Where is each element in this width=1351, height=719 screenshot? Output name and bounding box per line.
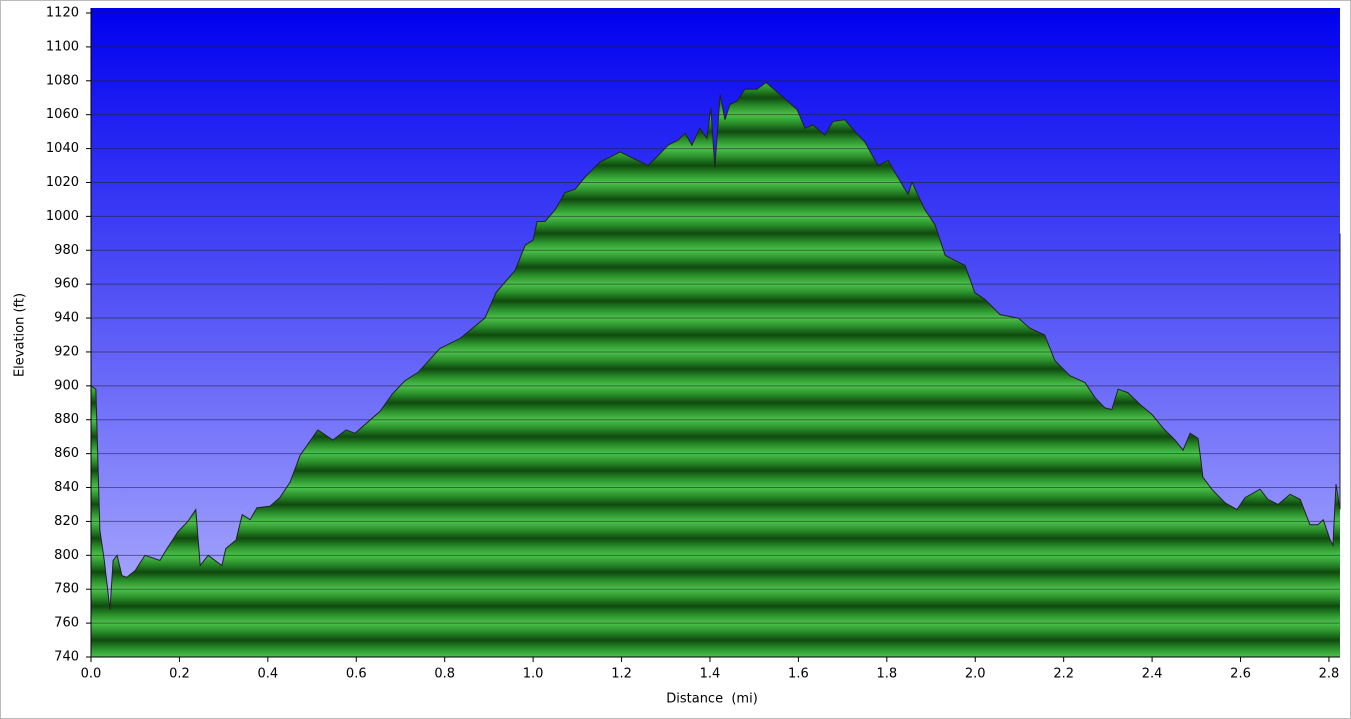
x-tick-label: 0.4 — [258, 667, 279, 682]
y-tick-label: 1000 — [46, 209, 79, 224]
y-tick-label: 940 — [54, 311, 79, 326]
y-tick-label: 880 — [54, 412, 79, 427]
y-tick-label: 1120 — [46, 6, 79, 21]
y-tick-label: 1040 — [46, 141, 79, 156]
y-tick-label: 1100 — [46, 39, 79, 54]
x-tick-label: 0.2 — [169, 667, 190, 682]
y-tick-label: 840 — [54, 480, 79, 495]
x-tick-label: 0.8 — [434, 667, 455, 682]
x-tick-label: 2.4 — [1142, 667, 1163, 682]
y-tick-label: 920 — [54, 344, 79, 359]
y-tick-label: 760 — [54, 616, 79, 631]
y-tick-label: 780 — [54, 582, 79, 597]
y-tick-label: 820 — [54, 514, 79, 529]
x-tick-label: 1.8 — [876, 667, 897, 682]
x-tick-label: 1.2 — [611, 667, 632, 682]
x-tick-label: 0.6 — [346, 667, 367, 682]
x-tick-label: 0.0 — [81, 667, 102, 682]
y-tick-label: 800 — [54, 548, 79, 563]
y-tick-label: 960 — [54, 277, 79, 292]
x-tick-label: 1.0 — [523, 667, 544, 682]
x-tick-label: 2.8 — [1319, 667, 1340, 682]
x-tick-label: 2.2 — [1053, 667, 1074, 682]
x-axis-label: Distance (mi) — [666, 692, 758, 707]
y-tick-label: 900 — [54, 378, 79, 393]
y-tick-label: 1060 — [46, 107, 79, 122]
y-tick-label: 740 — [54, 650, 79, 665]
x-tick-label: 2.0 — [965, 667, 986, 682]
y-tick-label: 860 — [54, 446, 79, 461]
y-axis-label: Elevation (ft) — [13, 293, 28, 377]
x-tick-label: 2.6 — [1230, 667, 1251, 682]
y-tick-label: 980 — [54, 243, 79, 258]
elevation-area — [90, 81, 1341, 610]
area-fill — [91, 82, 1340, 658]
x-tick-label: 1.4 — [700, 667, 721, 682]
y-tick-label: 1020 — [46, 175, 79, 190]
y-tick-label: 1080 — [46, 73, 79, 88]
x-tick-label: 1.6 — [788, 667, 809, 682]
